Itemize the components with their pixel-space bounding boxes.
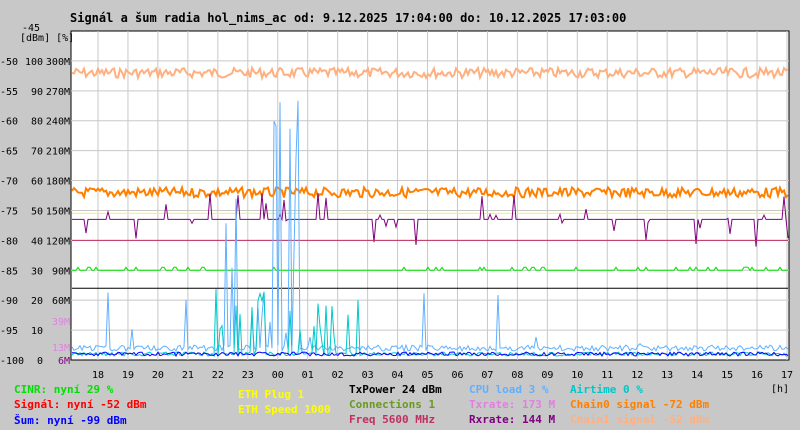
x-tick-label: 21	[182, 370, 194, 381]
y-tick-pct: 60	[31, 177, 43, 188]
chart-title: Signál a šum radia hol_nims_ac od: 9.12.…	[70, 11, 627, 25]
y-extra-label: 13M	[52, 343, 70, 354]
x-axis-unit: [h]	[771, 384, 789, 395]
series-cpu-load	[71, 100, 789, 353]
y-tick-dbm: -55	[0, 87, 18, 98]
legend-txpower: TxPower 24 dBm	[349, 383, 442, 396]
x-tick-label: 05	[421, 370, 433, 381]
y-tick-dbm: -45	[22, 23, 40, 34]
y-axis-unit: [dBm] [%]	[20, 33, 74, 44]
x-tick-label: 08	[511, 370, 523, 381]
y-tick-rate: 210M	[46, 147, 70, 158]
y-tick-rate: 300M	[46, 57, 70, 68]
y-tick-rate: 270M	[46, 87, 70, 98]
x-tick-label: 04	[392, 370, 404, 381]
y-tick-dbm: -50	[0, 57, 18, 68]
y-tick-dbm: -70	[0, 177, 18, 188]
legend-txrate: Txrate: 173 M	[469, 398, 556, 411]
y-tick-dbm: -80	[0, 236, 18, 247]
series-chain1-signal	[71, 64, 789, 82]
legend-airtime: Airtime 0 %	[570, 383, 643, 396]
legend-cinr: CINR: nyní 29 %	[14, 383, 114, 396]
legend-connections: Connections 1	[349, 398, 436, 411]
x-tick-label: 06	[451, 370, 463, 381]
x-tick-label: 19	[122, 370, 134, 381]
y-tick-dbm: -60	[0, 117, 18, 128]
y-tick-pct: 30	[31, 266, 43, 277]
y-tick-dbm: -85	[0, 266, 18, 277]
y-tick-dbm: -90	[0, 296, 18, 307]
legend-chain0: Chain0 signal -72 dBm	[570, 398, 710, 411]
x-tick-label: 13	[661, 370, 673, 381]
x-tick-label: 17	[781, 370, 793, 381]
x-tick-label: 01	[302, 370, 314, 381]
series--um	[71, 351, 789, 358]
x-tick-label: 11	[601, 370, 613, 381]
x-tick-label: 09	[541, 370, 553, 381]
legend-freq: Freq 5600 MHz	[349, 413, 436, 426]
legend-noise: Šum: nyní -99 dBm	[14, 414, 127, 427]
x-tick-label: 03	[362, 370, 374, 381]
legend-eth-plug: ETH Plug 1	[238, 388, 305, 401]
y-tick-pct: 50	[31, 206, 43, 217]
legend-signal: Signál: nyní -52 dBm	[14, 398, 147, 411]
legend-eth-speed: ETH Speed 1000	[238, 403, 331, 416]
x-tick-label: 10	[571, 370, 583, 381]
plot-area	[70, 30, 790, 361]
y-tick-pct: 70	[31, 147, 43, 158]
legend-chain1: Chain1 signal -52 dBm	[570, 413, 710, 426]
y-tick-pct: 100	[25, 57, 43, 68]
y-tick-pct: 10	[31, 326, 43, 337]
y-tick-rate: 60M	[52, 296, 70, 307]
y-tick-rate: 240M	[46, 117, 70, 128]
x-tick-label: 23	[242, 370, 254, 381]
x-tick-label: 20	[152, 370, 164, 381]
y-tick-rate: 120M	[46, 236, 70, 247]
x-tick-label: 07	[481, 370, 493, 381]
y-tick-pct: 40	[31, 236, 43, 247]
y-tick-pct: 0	[37, 356, 43, 367]
y-tick-dbm: -65	[0, 147, 18, 158]
series-rxrate	[72, 193, 789, 247]
series-chain0-signal	[71, 184, 789, 201]
y-tick-pct: 90	[31, 87, 43, 98]
y-tick-pct: 80	[31, 117, 43, 128]
y-tick-dbm: -75	[0, 206, 18, 217]
x-tick-label: 14	[691, 370, 703, 381]
x-tick-label: 00	[272, 370, 284, 381]
x-tick-label: 15	[721, 370, 733, 381]
x-tick-label: 22	[212, 370, 224, 381]
series-cinr	[72, 266, 788, 272]
y-tick-rate: 90M	[52, 266, 70, 277]
y-tick-rate: 150M	[46, 206, 70, 217]
y-tick-dbm: -95	[0, 326, 18, 337]
y-tick-rate: 180M	[46, 177, 70, 188]
x-tick-label: 16	[751, 370, 763, 381]
legend-rxrate: Rxrate: 144 M	[469, 413, 556, 426]
y-extra-label: 6M	[58, 356, 70, 367]
y-tick-dbm: -100	[0, 356, 24, 367]
y-tick-pct: 20	[31, 296, 43, 307]
y-extra-label: 39M	[52, 317, 70, 328]
legend-cpu: CPU load 3 %	[469, 383, 549, 396]
x-tick-label: 02	[332, 370, 344, 381]
x-tick-label: 12	[631, 370, 643, 381]
x-tick-label: 18	[92, 370, 104, 381]
